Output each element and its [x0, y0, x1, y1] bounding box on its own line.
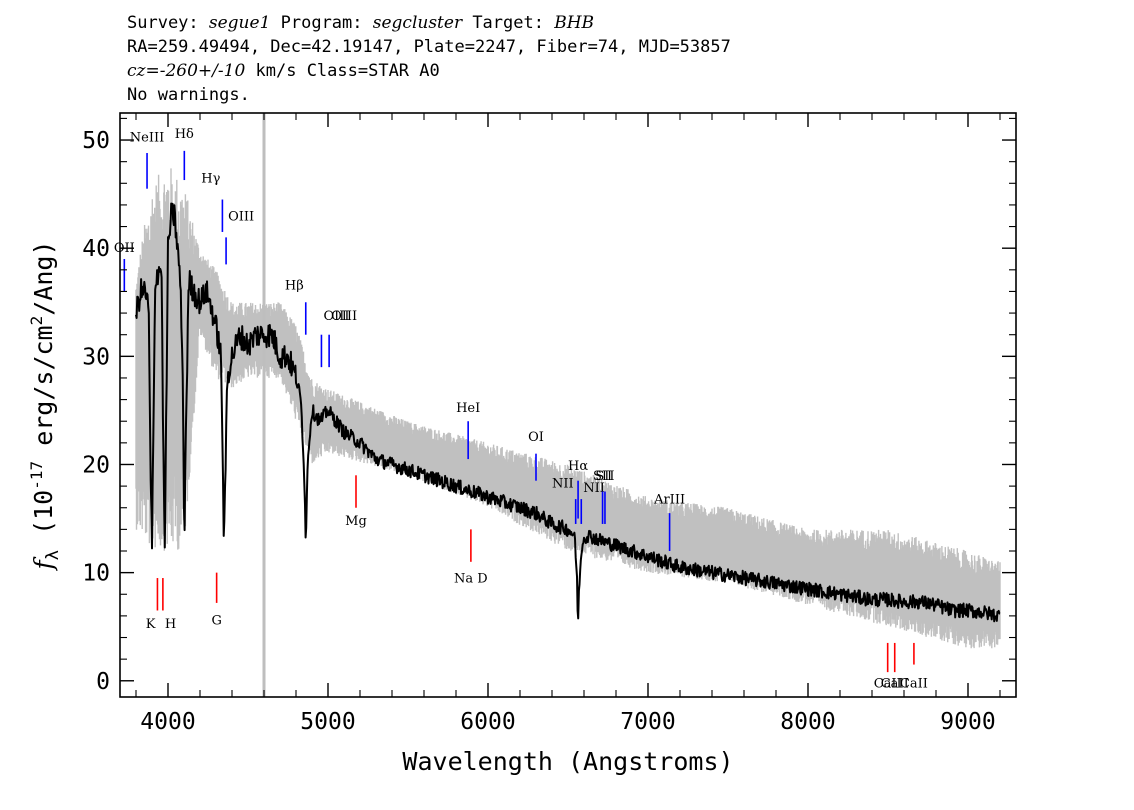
- absorption-line-3: Mg: [345, 475, 367, 529]
- emission-line-label: OI: [528, 430, 544, 445]
- absorption-line-1: H: [162, 578, 176, 632]
- emission-line-8: HeI: [456, 401, 480, 460]
- emission-line-label: OIII: [228, 209, 254, 224]
- x-tick-label: 7000: [620, 709, 675, 735]
- x-tick-label: 6000: [460, 709, 515, 735]
- emission-line-label: OIII: [331, 309, 357, 324]
- emission-line-12: NII: [580, 481, 605, 524]
- emission-line-0: NeIII: [130, 130, 164, 189]
- y-axis-title: fλ (10-17 erg/s/cm2/Ang): [27, 240, 63, 571]
- emission-line-1: Hδ: [175, 127, 194, 181]
- y-tick-label: 10: [82, 561, 110, 587]
- x-tick-label: 9000: [940, 709, 995, 735]
- emission-line-label: HeI: [456, 401, 480, 416]
- y-tick-label: 50: [82, 128, 110, 154]
- absorption-line-label: CaII: [874, 676, 902, 691]
- emission-line-label: SII: [593, 469, 612, 484]
- emission-line-7: OIII: [328, 309, 357, 368]
- emission-line-14: SII: [595, 469, 615, 524]
- emission-line-label: OIII: [323, 309, 349, 324]
- emission-line-6: OIII: [320, 309, 350, 368]
- emission-line-10: Hα: [568, 459, 588, 519]
- emission-line-label: Hδ: [175, 127, 194, 142]
- axis-ticks: 4000 5000 6000 7000 8000 9000 0 10 20 30 40 50: [82, 113, 1016, 735]
- emission-line-label: Hα: [568, 459, 588, 474]
- emission-line-label: Hγ: [201, 172, 220, 187]
- emission-line-3: OIII: [225, 209, 254, 265]
- emission-line-5: Hβ: [285, 279, 307, 335]
- absorption-line-label: Na D: [454, 571, 488, 586]
- header-velocity-line: cz=-260+/-10 km/s Class=STAR A0: [127, 61, 440, 81]
- error-band: [135, 168, 1001, 649]
- emission-line-label: ArIII: [653, 493, 685, 508]
- absorption-line-label: K: [146, 617, 156, 632]
- plot-frame: [119, 112, 1017, 698]
- absorption-line-4: Na D: [454, 529, 488, 586]
- absorption-line-6: CaII: [881, 642, 909, 691]
- emission-line-label: SII: [595, 469, 614, 484]
- emission-line-label: NII: [583, 481, 605, 496]
- y-tick-label: 20: [82, 452, 110, 478]
- chart-header: Survey: segue1 Program: segcluster Targe…: [127, 13, 731, 105]
- y-tick-label: 30: [82, 344, 110, 370]
- x-tick-label: 5000: [300, 709, 355, 735]
- emission-line-15: ArIII: [653, 493, 685, 551]
- emission-line-11: NII: [552, 477, 577, 524]
- x-axis-title: Wavelength (Angstroms): [402, 747, 733, 776]
- flux-layer: [135, 202, 1001, 623]
- x-tick-label: 4000: [140, 709, 195, 735]
- absorption-line-label: CaII: [900, 676, 928, 691]
- absorption-line-0: K: [146, 578, 159, 632]
- absorption-line-7: CaII: [900, 642, 928, 691]
- emission-line-label: NeIII: [130, 130, 164, 145]
- emission-line-13: SII: [593, 469, 612, 524]
- header-warnings-line: No warnings.: [127, 85, 250, 105]
- header-coordinates-line: RA=259.49494, Dec=42.19147, Plate=2247, …: [127, 37, 731, 57]
- y-tick-label: 40: [82, 236, 110, 262]
- emission-line-label: NII: [552, 477, 574, 492]
- flux-series-line: [135, 202, 1001, 623]
- emission-line-9: OI: [528, 430, 544, 481]
- absorption-line-label: G: [211, 614, 221, 629]
- absorption-line-label: H: [165, 617, 176, 632]
- x-tick-label: 8000: [780, 709, 835, 735]
- absorption-line-label: Mg: [345, 514, 367, 529]
- emission-line-2: Hγ: [201, 172, 224, 232]
- emission-line-label: Hβ: [285, 279, 304, 294]
- header-survey-line: Survey: segue1 Program: segcluster Targe…: [127, 13, 594, 33]
- error-band-layer: [135, 168, 1001, 649]
- absorption-line-2: G: [211, 572, 222, 629]
- y-tick-label: 0: [96, 669, 110, 695]
- absorption-line-label: CaII: [881, 676, 909, 691]
- absorption-line-5: CaII: [874, 642, 902, 691]
